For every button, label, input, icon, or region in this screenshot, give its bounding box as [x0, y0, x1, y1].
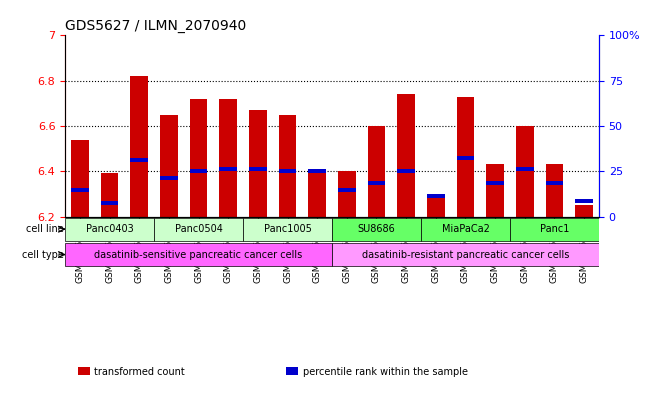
Bar	[101, 173, 118, 217]
Bar	[486, 181, 504, 185]
Bar	[338, 171, 355, 217]
Bar	[397, 169, 415, 173]
Bar	[71, 187, 89, 192]
Bar	[130, 158, 148, 162]
FancyBboxPatch shape	[243, 218, 332, 241]
Bar	[575, 205, 593, 217]
Text: GDS5627 / ILMN_2070940: GDS5627 / ILMN_2070940	[65, 19, 246, 33]
Bar	[279, 169, 296, 173]
Bar	[189, 169, 208, 173]
Bar	[249, 167, 267, 171]
Bar	[427, 194, 445, 198]
Text: dasatinib-sensitive pancreatic cancer cells: dasatinib-sensitive pancreatic cancer ce…	[94, 250, 303, 259]
FancyBboxPatch shape	[332, 218, 421, 241]
Bar	[160, 176, 178, 180]
FancyBboxPatch shape	[65, 218, 154, 241]
FancyBboxPatch shape	[154, 218, 243, 241]
Bar	[368, 181, 385, 185]
Text: Panc1005: Panc1005	[264, 224, 311, 234]
Text: cell type: cell type	[21, 250, 64, 259]
Bar	[546, 181, 563, 185]
FancyBboxPatch shape	[421, 218, 510, 241]
Bar	[249, 110, 267, 217]
Bar	[130, 76, 148, 217]
Bar	[279, 115, 296, 217]
Bar	[456, 156, 475, 160]
Text: SU8686: SU8686	[357, 224, 395, 234]
Bar	[71, 140, 89, 217]
Bar	[575, 199, 593, 203]
Bar	[368, 126, 385, 217]
FancyBboxPatch shape	[510, 218, 599, 241]
Text: Panc0403: Panc0403	[86, 224, 133, 234]
Text: dasatinib-resistant pancreatic cancer cells: dasatinib-resistant pancreatic cancer ce…	[362, 250, 569, 259]
Bar	[219, 99, 237, 217]
Bar	[516, 126, 534, 217]
Bar	[486, 164, 504, 217]
Bar	[309, 169, 326, 173]
Bar	[189, 99, 208, 217]
Bar	[397, 94, 415, 217]
Text: cell line: cell line	[26, 224, 64, 234]
Text: MiaPaCa2: MiaPaCa2	[441, 224, 490, 234]
Text: percentile rank within the sample: percentile rank within the sample	[303, 367, 467, 377]
Bar	[516, 167, 534, 171]
Bar	[219, 167, 237, 171]
Text: Panc1: Panc1	[540, 224, 569, 234]
Bar	[456, 97, 475, 217]
Bar	[427, 198, 445, 217]
Text: transformed count: transformed count	[94, 367, 185, 377]
Bar	[101, 201, 118, 205]
FancyBboxPatch shape	[332, 243, 599, 266]
Bar	[309, 171, 326, 217]
Bar	[338, 187, 355, 192]
Bar	[160, 115, 178, 217]
FancyBboxPatch shape	[65, 243, 332, 266]
Bar	[546, 164, 563, 217]
Text: Panc0504: Panc0504	[174, 224, 223, 234]
